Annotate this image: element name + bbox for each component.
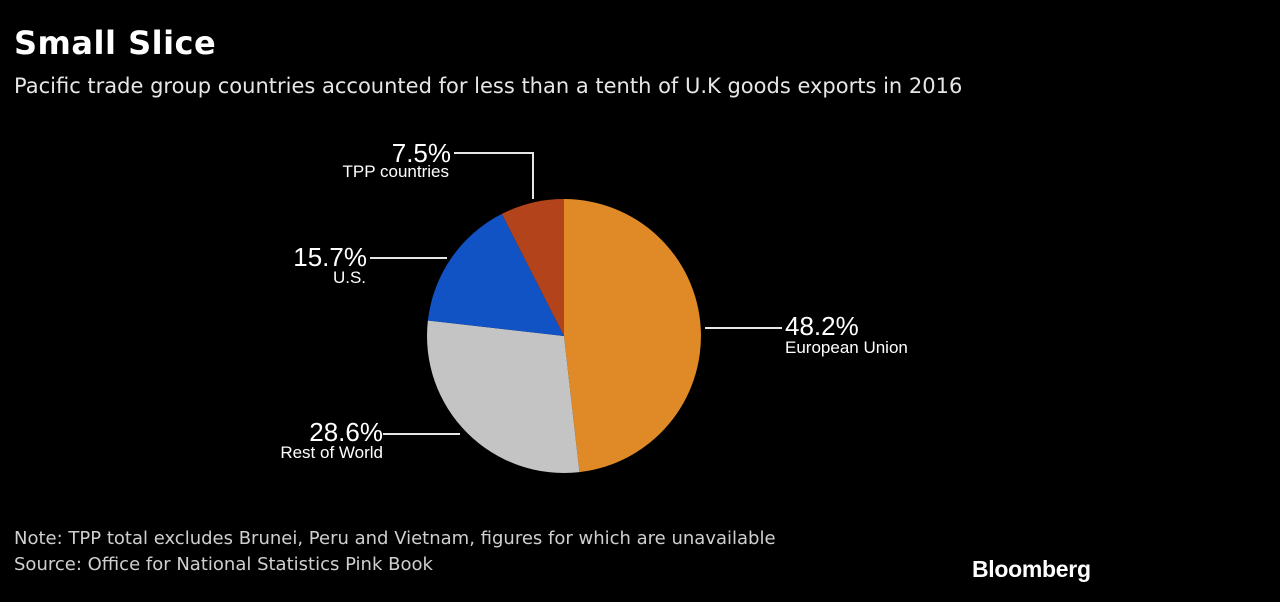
slice-us	[427, 213, 564, 336]
value-label-tpp: 7.5%	[392, 138, 451, 168]
value-label-row: 28.6%	[309, 417, 383, 447]
bloomberg-logo: Bloomberg	[972, 556, 1091, 582]
value-label-us: 15.7%	[293, 242, 367, 272]
value-label-eu: 48.2%	[785, 311, 859, 341]
slice-label-tpp: TPP countries	[343, 162, 449, 181]
chart-subtitle: Pacific trade group countries accounted …	[14, 74, 963, 98]
slice-label-eu: European Union	[785, 338, 908, 357]
pie-slices	[427, 199, 701, 473]
chart-title: Small Slice	[14, 24, 217, 62]
source-note: Source: Office for National Statistics P…	[14, 554, 433, 575]
slice-tpp-countries	[501, 199, 564, 336]
pie-chart: 7.5% TPP countries 15.7% U.S. 48.2% Euro…	[280, 138, 908, 473]
leader-line-tpp	[454, 152, 534, 199]
footnote: Note: TPP total excludes Brunei, Peru an…	[14, 528, 776, 549]
slice-label-us: U.S.	[333, 268, 366, 287]
slice-rest-of-world	[427, 320, 580, 473]
slice-european-union	[564, 199, 701, 473]
slice-label-row: Rest of World	[280, 443, 383, 462]
